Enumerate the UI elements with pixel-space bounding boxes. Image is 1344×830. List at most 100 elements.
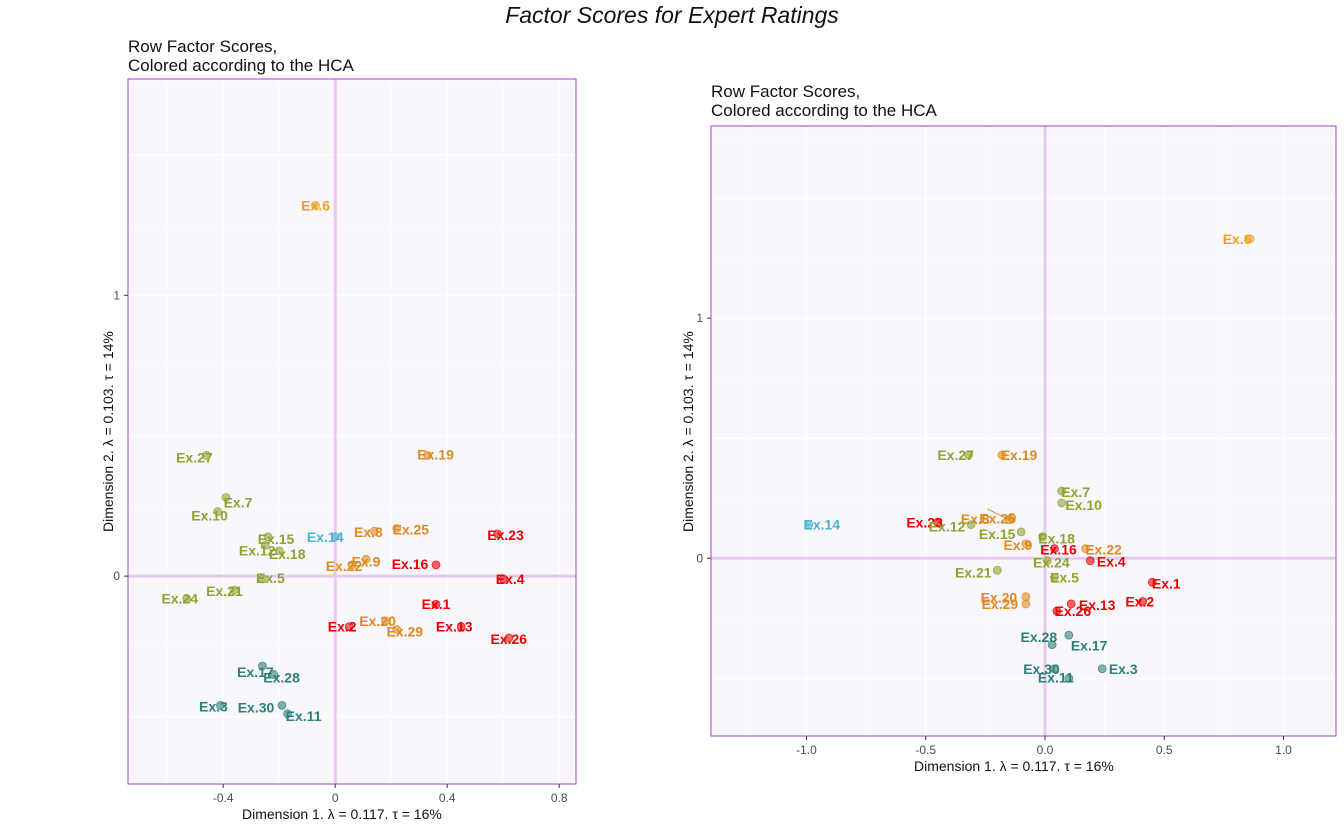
- point-label-ex-22: Ex.22: [1085, 542, 1122, 558]
- point-label-ex-21: Ex.21: [206, 583, 243, 599]
- data-point-ex-21: [229, 585, 239, 595]
- data-point-ex-2: [344, 622, 354, 632]
- data-point-ex-14: [804, 520, 814, 530]
- point-label-ex-29: Ex.29: [982, 596, 1019, 612]
- point-label-ex-20: Ex.20: [359, 613, 396, 629]
- data-point-ex-23: [933, 517, 943, 527]
- point-label-ex-14: Ex.14: [804, 517, 841, 533]
- point-label-ex-1: Ex.1: [422, 596, 451, 612]
- data-point-ex-13: [1066, 599, 1076, 609]
- data-point-ex-25: [392, 524, 402, 533]
- data-point-ex-19: [997, 450, 1007, 460]
- right-x-tick-label: 0.0: [1037, 743, 1054, 757]
- point-label-ex-9: Ex.9: [1003, 537, 1032, 553]
- data-point-ex-10: [213, 507, 223, 516]
- point-label-ex-13: Ex.13: [436, 619, 473, 635]
- data-point-ex-18: [274, 546, 284, 556]
- left-panel-title: Row Factor Scores, Colored according to …: [128, 37, 354, 75]
- left-panel-background: [128, 79, 576, 784]
- data-point-ex-8: [369, 526, 379, 536]
- point-label-ex-20: Ex.20: [981, 590, 1018, 606]
- data-point-ex-1: [1147, 577, 1157, 587]
- data-point-ex-6: [311, 200, 321, 210]
- point-label-ex-30: Ex.30: [238, 699, 275, 715]
- point-label-ex-25: Ex.25: [979, 510, 1016, 526]
- right-y-tick-label: 1: [696, 311, 703, 325]
- data-point-ex-30: [1050, 664, 1059, 674]
- point-label-ex-3: Ex.3: [199, 698, 228, 714]
- point-label-ex-16: Ex.16: [1040, 542, 1077, 558]
- data-point-ex-10: [1057, 498, 1067, 508]
- left-x-tick-label: 0.4: [439, 791, 456, 805]
- point-label-ex-7: Ex.7: [1061, 484, 1090, 500]
- right-x-tick-label: 1.0: [1275, 743, 1292, 757]
- point-label-ex-29: Ex.29: [387, 624, 424, 640]
- right-x-tick-label: -1.0: [796, 743, 817, 757]
- point-label-ex-19: Ex.19: [1001, 447, 1038, 463]
- point-label-ex-6: Ex.6: [301, 197, 330, 213]
- data-point-ex-26: [504, 633, 514, 643]
- data-point-ex-30: [277, 700, 287, 710]
- point-label-ex-3: Ex.3: [1109, 661, 1138, 677]
- left-x-tick-label: 0.8: [551, 791, 568, 805]
- data-point-ex-27: [964, 450, 974, 460]
- data-point-ex-9: [1021, 539, 1031, 549]
- data-point-ex-25: [1007, 513, 1016, 522]
- data-point-ex-18: [1038, 532, 1047, 542]
- point-label-ex-26: Ex.26: [1055, 603, 1092, 619]
- left-y-tick-label: 0: [113, 569, 120, 583]
- point-label-ex-17: Ex.17: [1071, 638, 1108, 654]
- figure-title: Factor Scores for Expert Ratings: [505, 2, 839, 28]
- data-point-ex-17: [1047, 640, 1057, 650]
- data-point-ex-3: [215, 700, 225, 710]
- data-point-ex-20: [1021, 592, 1031, 602]
- point-label-ex-24: Ex.24: [1033, 555, 1070, 571]
- point-label-ex-21: Ex.21: [955, 564, 992, 580]
- point-label-ex-6: Ex.6: [1223, 231, 1252, 247]
- data-point-ex-12: [260, 540, 270, 550]
- point-label-ex-10: Ex.10: [1065, 497, 1102, 513]
- point-label-ex-23: Ex.23: [906, 514, 943, 530]
- data-point-ex-14: [330, 532, 340, 542]
- data-point-ex-24: [1042, 556, 1052, 566]
- right-x-axis-title: Dimension 1. λ = 0.117. τ = 16%: [914, 758, 1114, 774]
- data-point-ex-12: [966, 520, 976, 530]
- right-panel-title-line-1: Row Factor Scores,: [711, 82, 861, 101]
- data-point-ex-28: [1064, 630, 1074, 640]
- point-label-ex-18: Ex.18: [269, 546, 306, 562]
- data-point-ex-15: [263, 532, 273, 542]
- point-label-ex-12: Ex.12: [239, 542, 276, 558]
- data-point-ex-4: [498, 574, 508, 584]
- data-point-ex-27: [201, 450, 211, 460]
- data-point-ex-7: [1057, 486, 1067, 496]
- point-label-ex-2: Ex.2: [328, 619, 357, 635]
- point-label-ex-11: Ex.11: [286, 708, 322, 724]
- data-point-ex-7: [221, 493, 231, 502]
- data-point-ex-20: [381, 616, 391, 626]
- point-label-ex-5: Ex.5: [256, 570, 285, 586]
- right-x-tick-label: 0.5: [1156, 743, 1173, 757]
- data-point-ex-17: [257, 661, 267, 671]
- data-point-ex-5: [257, 574, 267, 584]
- left-panel-title-line-1: Row Factor Scores,: [128, 37, 278, 56]
- data-point-ex-13: [456, 622, 466, 632]
- left-panel-frame: [127, 78, 577, 785]
- point-label-ex-14: Ex.14: [307, 529, 344, 545]
- left-y-tick-label: 1: [113, 288, 120, 302]
- data-point-ex-15: [1016, 527, 1026, 537]
- point-label-ex-26: Ex.26: [491, 631, 528, 647]
- point-label-ex-7: Ex.7: [224, 495, 253, 511]
- data-point-ex-21: [992, 565, 1002, 575]
- data-point-ex-29: [392, 625, 402, 634]
- point-label-ex-5: Ex.5: [1050, 569, 1079, 585]
- data-point-ex-11: [1064, 673, 1074, 683]
- data-point-ex-1: [431, 599, 441, 609]
- data-point-ex-3: [1097, 664, 1107, 674]
- data-point-ex-5: [1050, 573, 1059, 582]
- data-point-ex-6: [1245, 234, 1255, 244]
- point-label-ex-28: Ex.28: [263, 669, 300, 685]
- point-label-ex-4: Ex.4: [496, 571, 525, 587]
- right-y-tick-label: 0: [696, 551, 703, 565]
- data-point-ex-4: [1085, 556, 1095, 566]
